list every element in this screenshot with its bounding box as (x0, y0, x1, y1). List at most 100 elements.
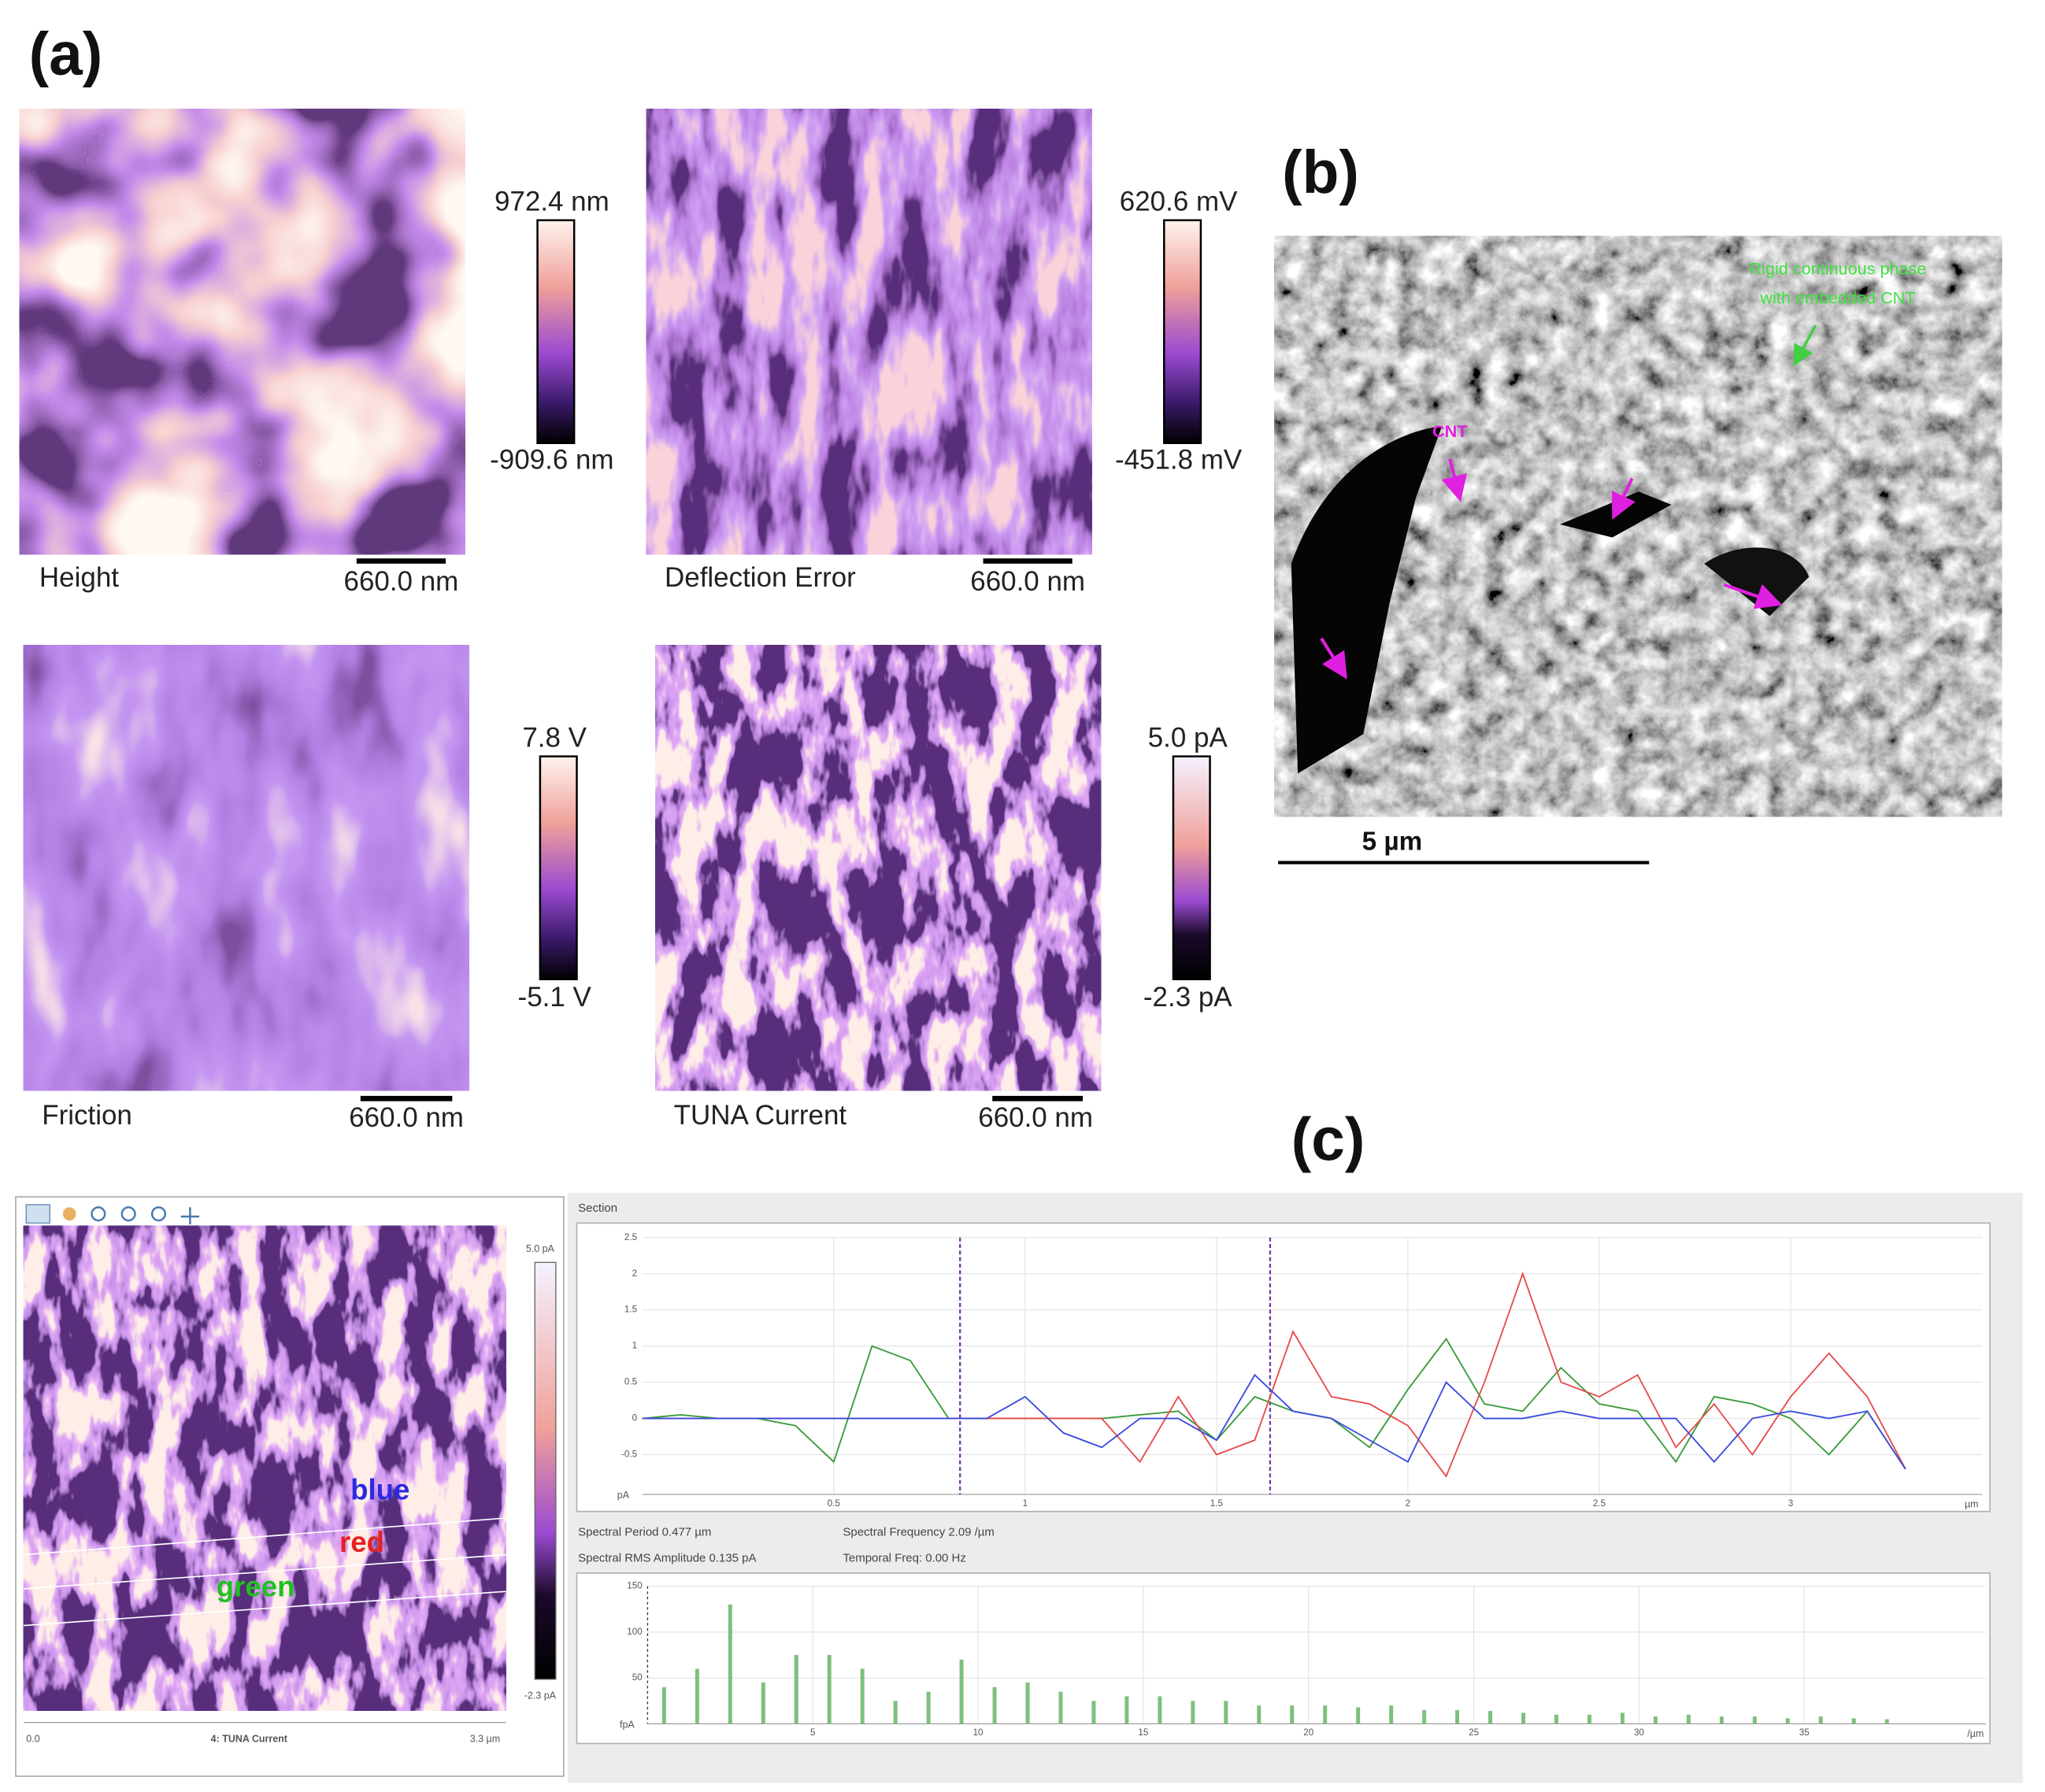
scale-label: 660.0 nm (978, 1102, 1093, 1133)
bar (761, 1682, 765, 1724)
section-line (23, 1553, 506, 1590)
bar (1290, 1705, 1295, 1724)
colorbar (1172, 755, 1211, 980)
tool-button[interactable] (120, 1206, 136, 1222)
y-axis-label: fpA (620, 1719, 635, 1730)
x-tick-label: 5 (810, 1727, 815, 1738)
y-tick-label: 2.5 (624, 1232, 637, 1242)
readout: Spectral Period 0.477 µm (578, 1525, 711, 1538)
tool-button[interactable] (25, 1204, 51, 1224)
afm-friction: Friction 660.0 nm 7.8 V -5.1 V (23, 645, 592, 1133)
colorbar-max: 972.4 nm (495, 186, 609, 217)
bar (959, 1659, 964, 1724)
image-label: Friction (42, 1100, 132, 1131)
x-tick-label: 2.5 (1593, 1498, 1606, 1509)
section-line (23, 1590, 506, 1627)
plots: -0.5 0 0.5 1 1.5 2 2.5 0.5 1 1.5 2 2.5 3 pA µm 50 100 150… (617, 1232, 1987, 1739)
arrow (1320, 637, 1347, 679)
colorbar (1163, 219, 1202, 445)
line-label: green (217, 1571, 295, 1603)
bar (1719, 1716, 1724, 1724)
arrow (1441, 458, 1467, 502)
bar (827, 1655, 832, 1724)
readout: Spectral RMS Amplitude 0.135 pA (578, 1552, 756, 1565)
scale-label: 660.0 nm (970, 566, 1085, 597)
bar (1091, 1701, 1096, 1724)
dark-void (1291, 426, 1443, 774)
colorbar-max: 7.8 V (522, 722, 587, 753)
bar (1356, 1707, 1361, 1724)
colorbar-max: 5.0 pA (526, 1243, 555, 1254)
image-label: Deflection Error (665, 562, 856, 593)
readout: Temporal Freq: 0.00 Hz (843, 1552, 965, 1565)
y-tick-label: 0 (632, 1413, 638, 1424)
colorbar-max: 5.0 pA (1148, 722, 1228, 753)
bar (1851, 1718, 1856, 1724)
section-line (23, 1517, 506, 1556)
readout: Spectral Frequency 2.09 /µm (843, 1525, 994, 1538)
x-axis-label: /µm (1967, 1728, 1984, 1739)
x-tick-label: 25 (1469, 1727, 1479, 1738)
bar (1686, 1714, 1691, 1724)
afm-height: Height 660.0 nm 972.4 nm -909.6 nm (19, 109, 614, 597)
tool-button[interactable] (62, 1207, 76, 1221)
y-tick-label: 2 (632, 1268, 637, 1279)
colorbar-max: 620.6 mV (1120, 186, 1238, 217)
annotation: Rigid continuous phase (1750, 259, 1927, 279)
bar (1389, 1705, 1394, 1724)
bar (1653, 1716, 1658, 1724)
toolbar (25, 1204, 200, 1225)
tool-button[interactable] (91, 1206, 106, 1222)
arrow (1793, 324, 1817, 367)
colorbar-min: -5.1 V (518, 982, 592, 1013)
map-title: 4: TUNA Current (211, 1734, 287, 1745)
line-label: blue (350, 1473, 409, 1505)
bar (1422, 1709, 1427, 1724)
x-tick-label: 0.5 (828, 1498, 840, 1509)
bar (1058, 1691, 1063, 1724)
panel-label: (c) (1291, 1107, 1365, 1174)
scale-label: 660.0 nm (349, 1102, 464, 1133)
afm-deflection: Deflection Error 660.0 nm 620.6 mV -451.… (646, 109, 1243, 597)
bar (1521, 1712, 1526, 1724)
bar (1025, 1682, 1030, 1724)
series-line (642, 1373, 1906, 1470)
bar (860, 1668, 865, 1724)
bar (1752, 1716, 1757, 1724)
arrow (1611, 477, 1636, 520)
y-tick-label: 150 (627, 1581, 643, 1591)
y-tick-label: 1 (632, 1341, 637, 1351)
bar (661, 1686, 666, 1724)
colorbar (539, 755, 578, 980)
panel-label: (a) (29, 21, 103, 88)
tuna-window: blue red green 5.0 pA -2.3 pA 0.0 4: TUN… (15, 1196, 565, 1777)
tool-button[interactable] (150, 1206, 167, 1222)
x-axis-label: µm (1965, 1499, 1979, 1510)
tool-button[interactable] (180, 1207, 200, 1225)
bar (1257, 1705, 1261, 1724)
x-tick-label: 1.5 (1210, 1498, 1223, 1509)
afm-image (655, 645, 1102, 1091)
analysis-panel: Section Spectral Period 0.477 µm Spectra… (567, 1193, 2023, 1783)
tuna-map (23, 1225, 506, 1711)
bar (1455, 1709, 1460, 1724)
annotation: with embedded CNT (1759, 287, 1915, 307)
bar (728, 1604, 732, 1724)
afm-tuna: TUNA Current 660.0 nm 5.0 pA -2.3 pA (655, 645, 1232, 1133)
line-label: red (339, 1526, 384, 1558)
colorbar (536, 219, 576, 445)
colorbar-min: -2.3 pA (524, 1690, 557, 1701)
x-start: 0.0 (26, 1734, 39, 1745)
panel-label: (b) (1282, 139, 1359, 206)
dark-void (1704, 547, 1810, 616)
scale-label: 5 µm (1362, 827, 1423, 856)
x-tick-label: 20 (1303, 1727, 1313, 1738)
y-tick-label: 0.5 (624, 1377, 637, 1387)
bar (893, 1701, 898, 1724)
afm-image (19, 109, 465, 555)
y-tick-label: 50 (632, 1672, 643, 1683)
bar (695, 1668, 699, 1724)
x-end: 3.3 µm (470, 1734, 500, 1745)
